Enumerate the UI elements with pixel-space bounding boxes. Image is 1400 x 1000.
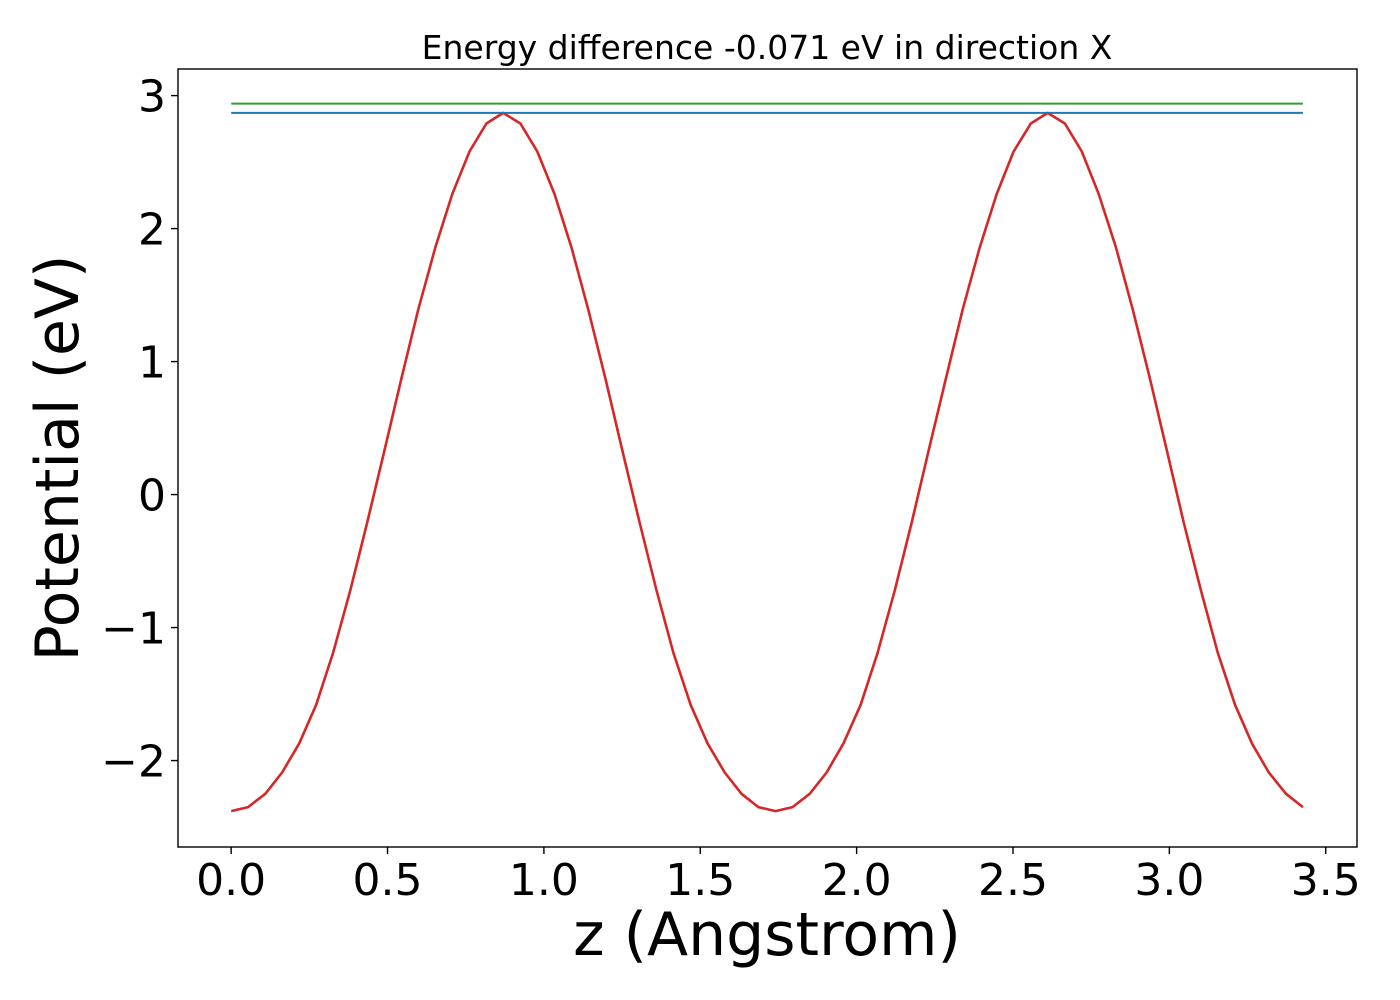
plot-area (230, 102, 1304, 813)
y-tick-label: 1 (138, 338, 166, 389)
potential-line (230, 111, 1304, 813)
y-tick-label: 2 (138, 205, 166, 256)
x-tick-label: 2.0 (822, 855, 892, 906)
x-tick-label: 2.5 (978, 855, 1048, 906)
y-axis: −2 −1 0 1 2 3 (101, 72, 178, 788)
x-tick-label: 1.0 (509, 855, 579, 906)
y-axis-label: Potential (eV) (23, 255, 93, 662)
plot-frame (177, 68, 1358, 848)
y-tick-label: −1 (101, 604, 166, 655)
x-tick-label: 0.0 (196, 855, 266, 906)
y-tick-label: −2 (101, 737, 166, 788)
x-axis-label: z (Angstrom) (573, 900, 961, 970)
x-tick-label: 3.5 (1291, 855, 1361, 906)
y-tick-label: 0 (138, 471, 166, 522)
x-tick-label: 3.0 (1134, 855, 1204, 906)
chart-title: Energy difference -0.071 eV in direction… (422, 28, 1113, 67)
x-tick-label: 1.5 (665, 855, 735, 906)
x-axis: 0.0 0.5 1.0 1.5 2.0 2.5 3.0 3.5 (196, 847, 1361, 906)
y-tick-label: 3 (138, 72, 166, 123)
x-tick-label: 0.5 (353, 855, 423, 906)
